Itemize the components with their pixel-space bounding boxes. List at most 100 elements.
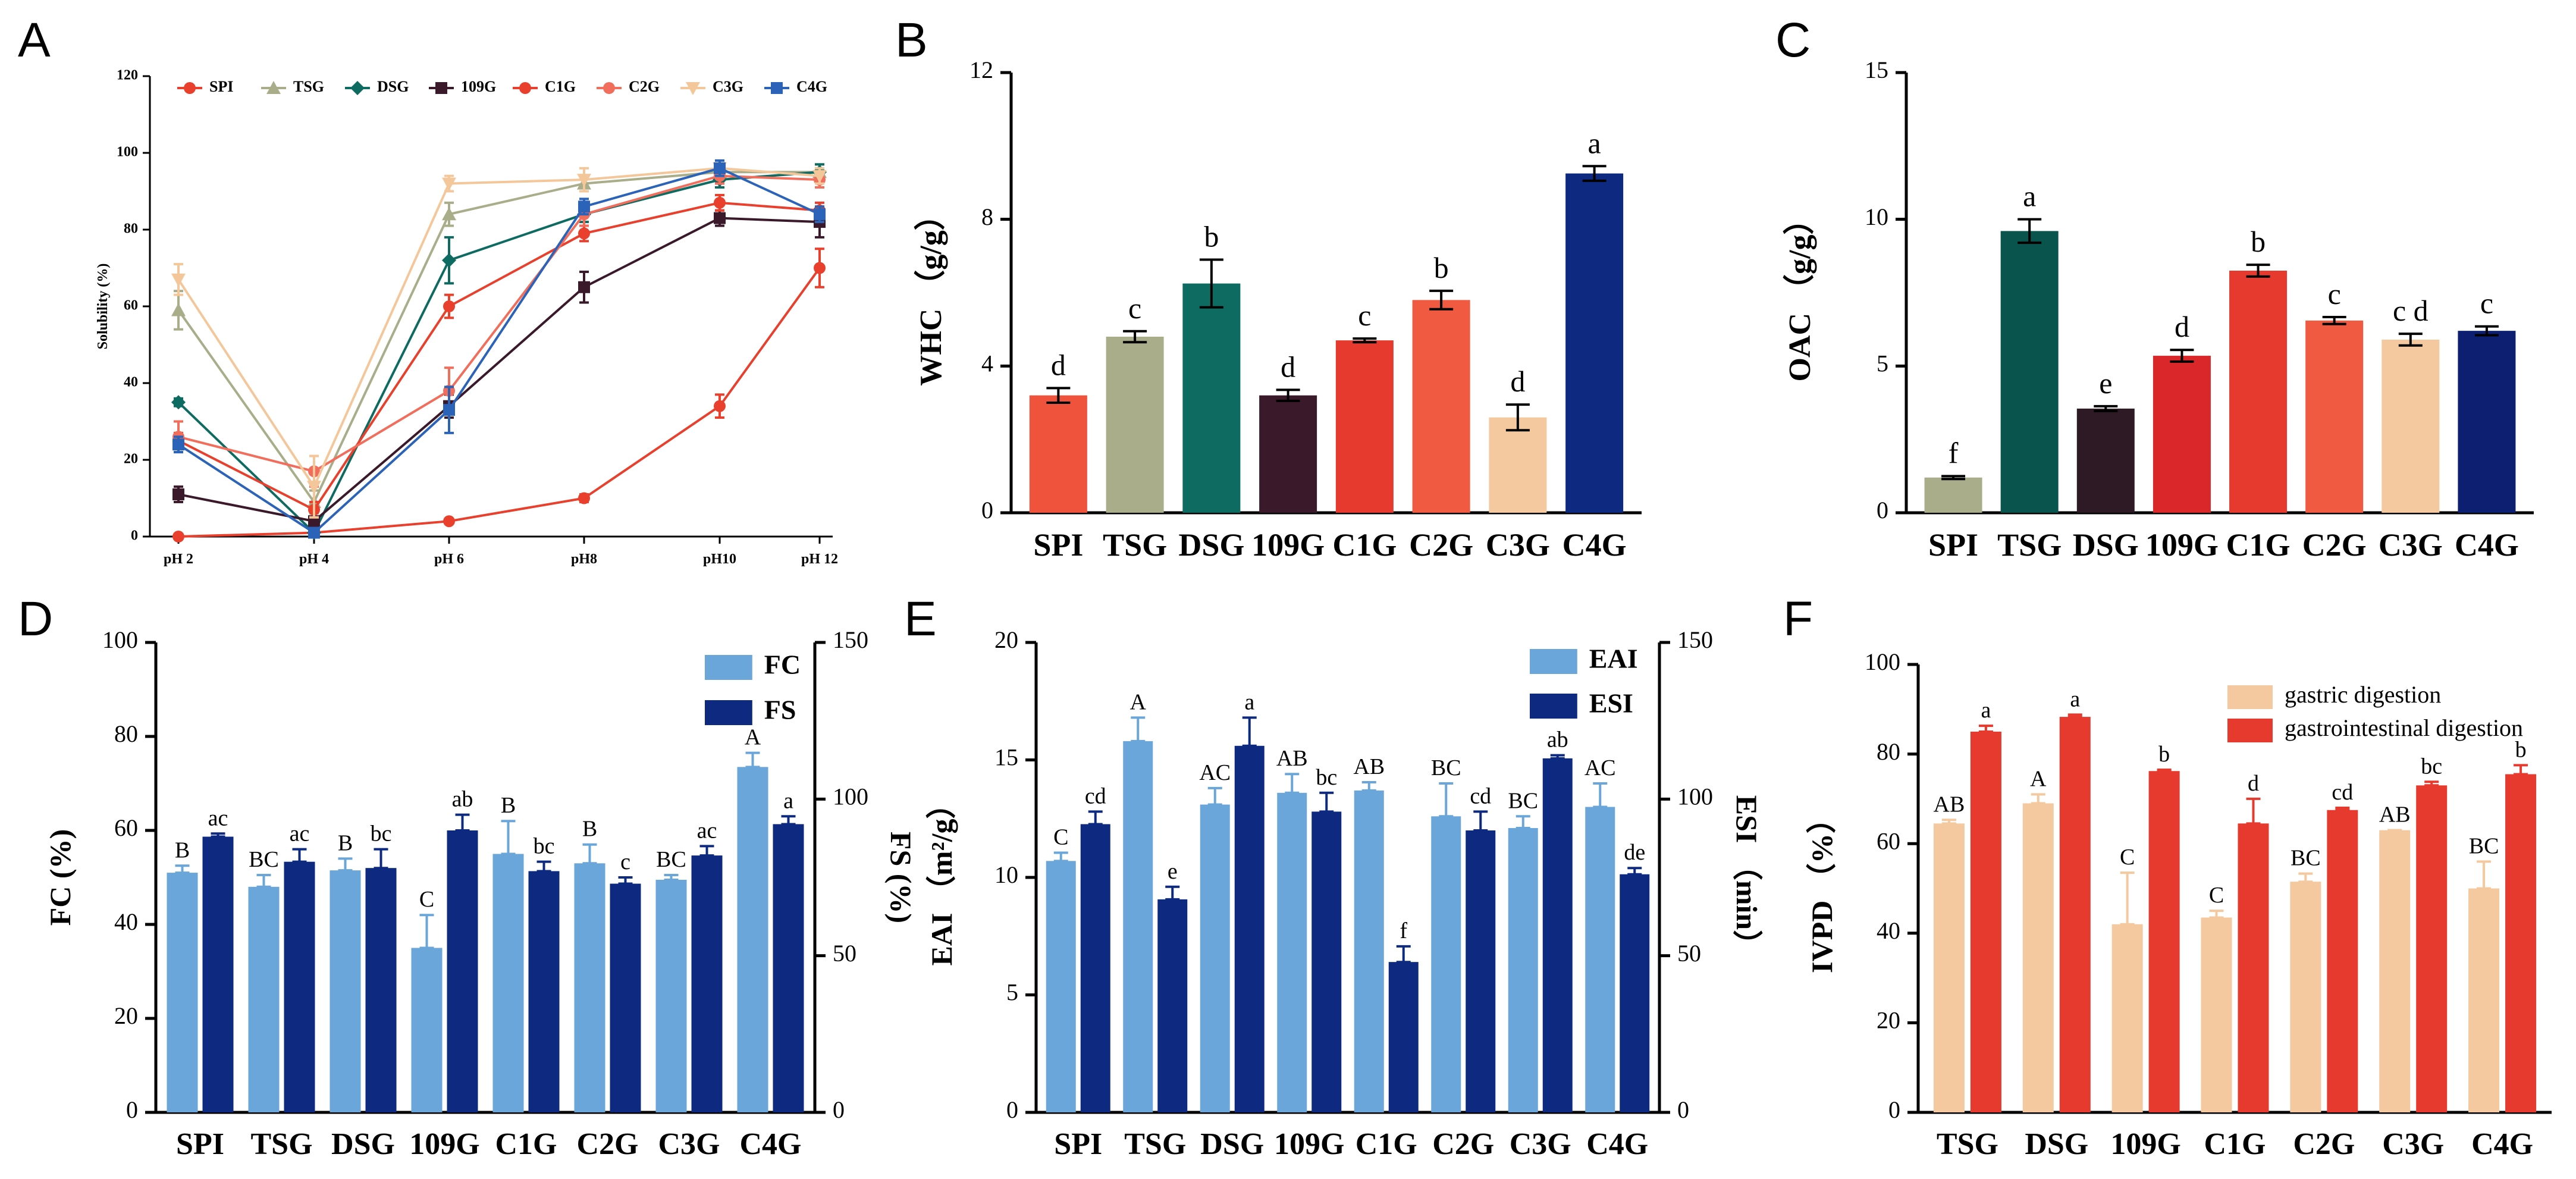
bar-TSG-ESI — [1157, 899, 1188, 1112]
bar-DSG — [2076, 408, 2135, 513]
legend-entry: SPI — [177, 78, 233, 95]
y-tick-label-left: 0 — [1006, 1096, 1018, 1123]
significance-letter: ac — [208, 805, 228, 830]
legend-marker — [350, 81, 365, 95]
bar-C3G-gastric digestion — [2379, 830, 2411, 1112]
bar-109G — [2153, 356, 2211, 513]
bar-C3G-ESI — [1542, 758, 1573, 1112]
significance-letter: AB — [1276, 746, 1308, 771]
significance-letter: AB — [1934, 792, 1965, 817]
data-point — [714, 212, 726, 224]
x-tick-label: C4G — [2471, 1127, 2533, 1161]
significance-letter: c — [1128, 291, 1141, 325]
x-tick-label: pH10 — [703, 551, 736, 567]
y-tick-label-left: 10 — [994, 861, 1018, 888]
significance-letter: AC — [1584, 755, 1616, 780]
x-tick-label: TSG — [1124, 1127, 1186, 1161]
legend-label: gastrointestinal digestion — [2285, 714, 2523, 741]
significance-letter: a — [783, 788, 793, 813]
data-point — [578, 281, 590, 293]
x-tick-label: 109G — [1251, 527, 1325, 563]
y-axis-label: IVPD （%） — [1805, 804, 1838, 973]
y-tick-label: 40 — [124, 375, 138, 390]
y-axis-label: FC (%) — [43, 829, 77, 926]
bar-C1G-gastric digestion — [2201, 917, 2232, 1112]
significance-letter: e — [1168, 859, 1178, 884]
x-tick-label: pH 6 — [434, 551, 464, 567]
y-axis-label: Solubility (%) — [95, 264, 111, 350]
y-tick-label-left: 4 — [981, 350, 993, 377]
bar-C2G-gastric digestion — [2290, 882, 2321, 1112]
series-line — [177, 167, 820, 535]
significance-letter: BC — [1431, 755, 1461, 780]
x-tick-label: C3G — [2382, 1127, 2444, 1161]
legend-entry: ESI — [1530, 688, 1633, 719]
legend-label: C3G — [713, 78, 743, 95]
data-point — [812, 170, 827, 183]
chart-panel-E: E 0 5 10 15 20 0 50 100 150 ESI （min） EAI （m²/g） Ccd… — [904, 592, 1764, 1161]
x-tick-label: TSG — [1997, 527, 2062, 563]
bar-TSG-gastric digestion — [1933, 823, 1965, 1112]
legend-marker — [771, 82, 783, 94]
bar-SPI — [1029, 395, 1087, 513]
legend-entry: C4G — [764, 78, 827, 95]
y-tick-label: 120 — [117, 68, 138, 83]
x-tick-label: C1G — [2204, 1127, 2266, 1161]
data-point — [443, 300, 455, 312]
x-tick-label: C1G — [1332, 527, 1397, 563]
significance-letter: A — [745, 725, 761, 750]
y-tick-label-left: 0 — [126, 1096, 138, 1123]
series-109G — [172, 205, 826, 528]
bar-DSG-gastrointestinal digestion — [2059, 717, 2091, 1112]
y-tick-label-left: 20 — [1877, 1007, 1900, 1034]
y-axis-label-right: ESI （min） — [1730, 795, 1764, 959]
legend-entry: EAI — [1530, 644, 1638, 674]
panel-label: A — [18, 13, 51, 67]
y-tick-label-left: 60 — [1877, 827, 1900, 854]
x-tick-label: pH 4 — [299, 551, 329, 567]
bar-C2G-FS — [610, 883, 641, 1112]
significance-letter: c — [2480, 287, 2493, 320]
significance-letter: a — [2023, 180, 2036, 213]
data-point — [714, 196, 726, 209]
y-axis-label: EAI （m²/g） — [925, 789, 958, 966]
x-tick-label: 109G — [409, 1127, 479, 1161]
significance-letter: b — [1434, 251, 1449, 284]
significance-letter: bc — [2421, 754, 2442, 779]
significance-letter: B — [175, 838, 190, 863]
bar-C1G-ESI — [1388, 962, 1419, 1112]
significance-letter: b — [2251, 225, 2266, 258]
legend-marker — [519, 82, 531, 94]
legend-label: C2G — [629, 78, 660, 95]
bar-SPI-FC — [167, 873, 198, 1112]
y-tick-label: 60 — [124, 298, 138, 313]
x-tick-label: TSG — [1103, 527, 1167, 563]
bar-109G-FC — [411, 948, 443, 1112]
y-tick-label-left: 15 — [994, 744, 1018, 771]
significance-letter: c d — [2393, 294, 2428, 327]
legend-marker — [686, 82, 700, 95]
x-tick-label: DSG — [2025, 1127, 2088, 1161]
legend-entry: DSG — [345, 78, 409, 95]
bar-C3G-EAI — [1508, 828, 1538, 1112]
legend-label: SPI — [209, 78, 233, 95]
y-tick-label-right: 50 — [833, 940, 856, 967]
significance-letter: e — [2099, 366, 2112, 400]
y-tick-label-right: 100 — [833, 783, 868, 810]
significance-letter: ac — [697, 818, 717, 843]
bar-109G-FS — [447, 830, 478, 1112]
bar-C2G-FC — [574, 863, 605, 1112]
bar-TSG-gastrointestinal digestion — [1970, 731, 2001, 1112]
legend-marker — [603, 82, 615, 94]
significance-letter: cd — [1085, 783, 1106, 808]
bar-C2G — [2305, 320, 2364, 513]
bar-SPI-ESI — [1080, 824, 1110, 1112]
x-tick-label: C3G — [1486, 527, 1550, 563]
significance-letter: bc — [534, 834, 555, 859]
significance-letter: B — [501, 793, 516, 818]
significance-letter: AC — [1199, 760, 1231, 785]
chart-panel-A: A 0 20 40 60 80 100 120 Solubility (%) pH 2 pH 4 pH… — [18, 13, 838, 567]
x-tick-label: C3G — [658, 1127, 720, 1161]
legend-swatch — [1530, 694, 1577, 719]
bar-C2G-gastrointestinal digestion — [2327, 810, 2358, 1112]
